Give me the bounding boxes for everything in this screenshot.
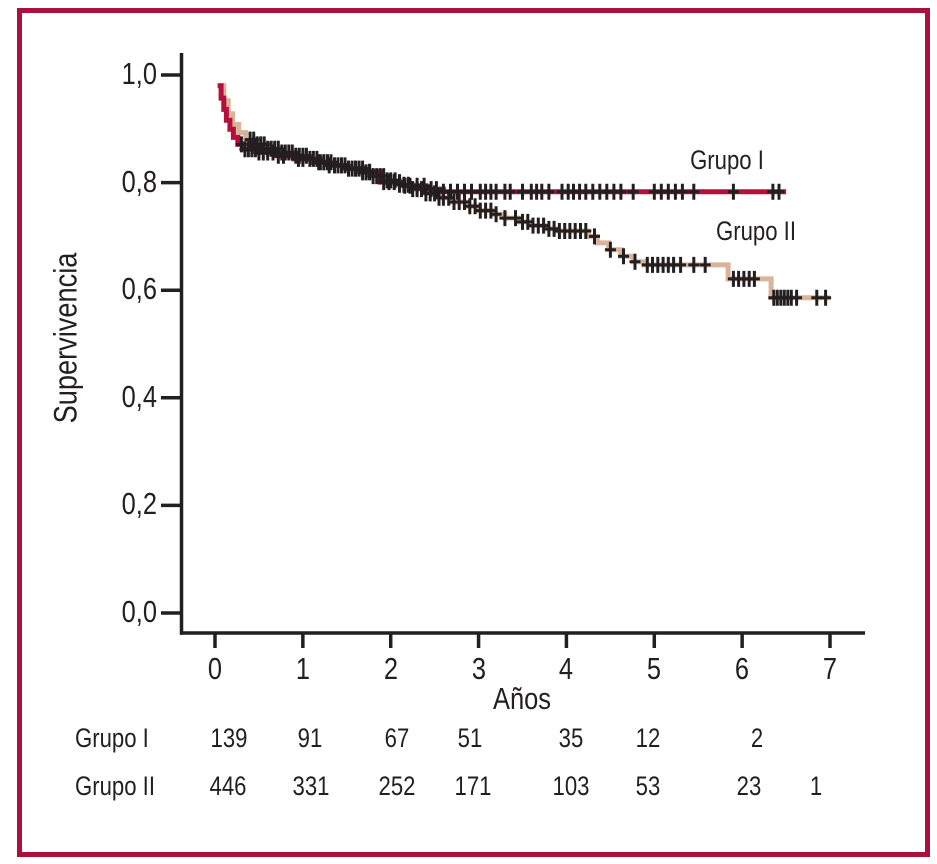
censor-mark: [490, 206, 502, 223]
censor-mark: [580, 223, 592, 239]
censor-mark: [589, 228, 600, 245]
y-tick-label: 0,4: [121, 378, 157, 414]
risk-count-cell: 252: [378, 771, 416, 801]
risk-count-cell: 35: [558, 723, 584, 753]
x-tick-label: 5: [647, 651, 662, 686]
x-tick-label: 2: [383, 651, 398, 686]
y-tick-label: 0,8: [121, 163, 157, 199]
censor-mark: [548, 220, 560, 237]
censor-mark: [629, 253, 641, 270]
risk-count-cell: 67: [384, 723, 410, 753]
x-tick-label: 1: [295, 651, 310, 686]
censor-mark: [699, 256, 711, 273]
x-tick-label: 7: [822, 651, 838, 686]
grupo2-curve-label: Grupo II: [715, 216, 796, 246]
censor-mark: [604, 241, 616, 258]
censor-mark: [627, 183, 639, 200]
censor-mark: [727, 183, 739, 200]
risk-count-cell: 2: [750, 723, 764, 753]
risk-count-cell: 23: [736, 771, 762, 801]
censor-mark: [688, 256, 700, 273]
censor-mark: [504, 183, 516, 200]
x-tick-label: 0: [207, 651, 223, 686]
risk-count-cell: 331: [292, 771, 330, 801]
censor-mark: [499, 210, 511, 227]
figure-border-frame: [17, 8, 930, 857]
risk-count-cell: 12: [635, 723, 661, 753]
risk-count-cell: 103: [552, 771, 590, 801]
censor-mark: [688, 183, 700, 200]
risk-count-cell: 1: [809, 771, 823, 801]
x-tick-label: 6: [735, 651, 750, 686]
censor-mark: [522, 213, 534, 230]
y-axis-title: Supervivencia: [47, 252, 84, 424]
censor-mark: [773, 183, 785, 200]
censor-mark: [676, 183, 688, 200]
censor-mark: [615, 183, 627, 200]
y-tick-label: 0,2: [121, 486, 157, 522]
risk-count-cell: 446: [209, 771, 247, 801]
risk-count-cell: 139: [210, 723, 248, 753]
censor-mark: [675, 256, 687, 273]
censor-mark: [510, 210, 521, 227]
y-tick-label: 0,6: [121, 271, 157, 307]
y-tick-label: 0,0: [121, 594, 157, 629]
censor-mark: [791, 289, 803, 306]
censor-mark: [538, 217, 550, 234]
risk-row-label-grupo1: Grupo I: [75, 723, 149, 753]
x-tick-label: 3: [471, 651, 486, 686]
risk-count-cell: 53: [635, 771, 661, 801]
grupo1-curve-label: Grupo I: [690, 145, 764, 175]
risk-count-cell: 171: [454, 771, 492, 801]
y-tick-label: 1,0: [121, 56, 157, 91]
censor-mark: [820, 289, 832, 306]
x-tick-label: 4: [559, 651, 574, 686]
censor-mark: [485, 202, 497, 219]
risk-count-cell: 91: [297, 723, 323, 753]
censor-mark: [278, 147, 289, 164]
censor-mark: [618, 248, 629, 265]
x-axis-title: Años: [493, 681, 551, 716]
risk-count-cell: 51: [457, 723, 483, 753]
risk-row-label-grupo2: Grupo II: [75, 771, 155, 801]
censor-mark: [748, 270, 760, 287]
censor-mark: [543, 183, 555, 200]
